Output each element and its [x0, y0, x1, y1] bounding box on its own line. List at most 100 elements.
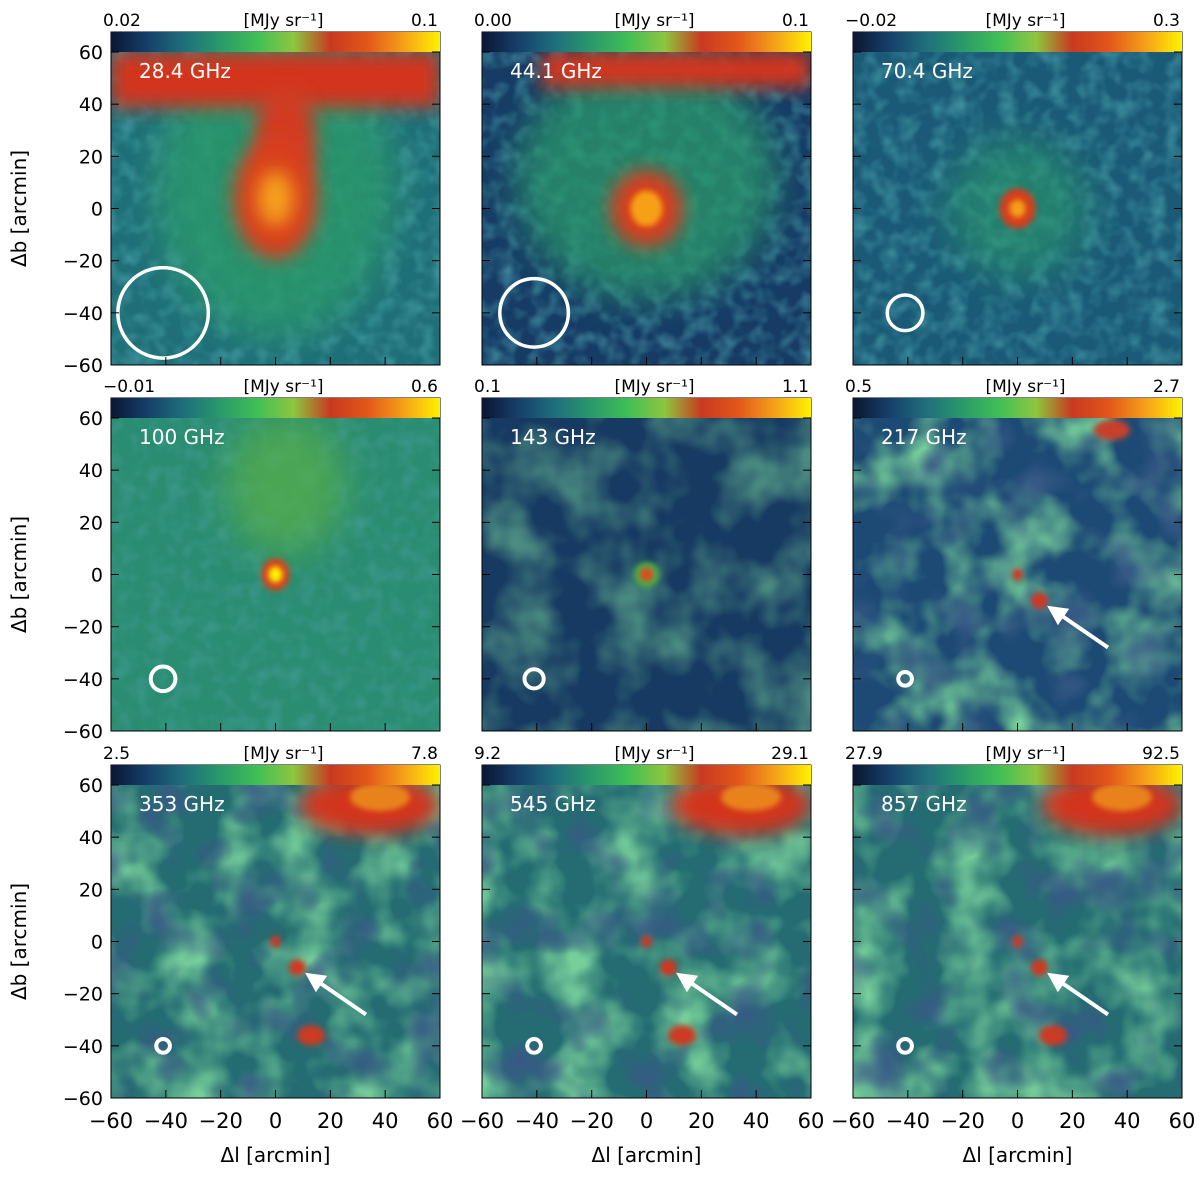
- y-tick-label: −20: [63, 617, 103, 639]
- map-image: [482, 765, 811, 1098]
- frequency-label: 353 GHz: [139, 792, 225, 816]
- map-image: [853, 765, 1182, 1098]
- y-tick-label: −40: [63, 1036, 103, 1058]
- beam-circle: [522, 667, 546, 691]
- y-tick-label: −20: [63, 984, 103, 1006]
- x-tick-label: −60: [89, 1109, 133, 1133]
- x-tick-label: −40: [515, 1109, 559, 1133]
- x-tick-label: 0: [640, 1109, 653, 1133]
- colorbar-max-label: 7.8: [411, 744, 438, 764]
- map-panel: 2.5 [MJy sr⁻¹] 7.8 353 GHz: [103, 744, 441, 1099]
- colorbar-min-label: 2.5: [103, 744, 130, 764]
- y-tick-label: 0: [91, 199, 103, 221]
- colorbar-unit-label: [MJy sr⁻¹]: [614, 377, 694, 397]
- y-tick-label: −60: [63, 721, 103, 743]
- colorbar-min-label: −0.02: [845, 11, 897, 31]
- frequency-label: 143 GHz: [510, 425, 596, 449]
- y-tick-label: 60: [79, 42, 103, 64]
- y-tick-label: −40: [63, 669, 103, 691]
- y-tick-label: 20: [79, 512, 103, 534]
- map-panel: 0.1 [MJy sr⁻¹] 1.1 143 GHz: [474, 377, 812, 732]
- x-axis-label: Δl [arcmin]: [592, 1143, 702, 1167]
- frequency-label: 545 GHz: [510, 792, 596, 816]
- colorbar-min-label: 0.5: [845, 377, 872, 397]
- colorbar-unit-label: [MJy sr⁻¹]: [243, 377, 323, 397]
- source-arrow: [676, 972, 739, 1017]
- map-panel: 9.2 [MJy sr⁻¹] 29.1 545 GHz: [474, 744, 812, 1099]
- map-image: [111, 398, 440, 731]
- beam-circle: [896, 1036, 914, 1055]
- colorbar-max-label: 0.6: [411, 377, 438, 397]
- beam-circle: [148, 664, 178, 694]
- x-tick-label: 60: [1169, 1109, 1196, 1133]
- map-image: [482, 398, 811, 731]
- y-tick-label: 40: [79, 94, 103, 116]
- x-axis-label: Δl [arcmin]: [221, 1143, 331, 1167]
- color-bar: [482, 398, 811, 418]
- y-tick-label: 20: [79, 146, 103, 168]
- map-panel: −0.01 [MJy sr⁻¹] 0.6 100 GHz: [103, 377, 441, 732]
- colorbar-min-label: 27.9: [845, 744, 883, 764]
- map-panel: 0.5 [MJy sr⁻¹] 2.7 217 GHz: [845, 377, 1183, 732]
- x-tick-label: −60: [460, 1109, 504, 1133]
- frequency-label: 70.4 GHz: [881, 59, 973, 83]
- colorbar-unit-label: [MJy sr⁻¹]: [985, 11, 1065, 31]
- color-bar: [111, 398, 440, 418]
- axes-layer: −60 −40 −20 0 20 40 60 Δb [arcmin] −60 −40 −20 0 20 4…: [7, 42, 1195, 1167]
- colorbar-max-label: 92.5: [1142, 744, 1180, 764]
- colorbar-unit-label: [MJy sr⁻¹]: [614, 744, 694, 764]
- x-tick-label: −60: [831, 1109, 875, 1133]
- colorbar-unit-label: [MJy sr⁻¹]: [243, 744, 323, 764]
- x-tick-label: −40: [886, 1109, 930, 1133]
- y-tick-label: −60: [63, 355, 103, 377]
- x-tick-label: −20: [570, 1109, 614, 1133]
- x-tick-label: 0: [1011, 1109, 1024, 1133]
- beam-circle: [896, 669, 914, 688]
- color-bar: [111, 32, 440, 52]
- beam-circle: [154, 1036, 172, 1055]
- source-arrow: [305, 972, 368, 1017]
- x-tick-label: 40: [372, 1109, 399, 1133]
- colorbar-min-label: 9.2: [474, 744, 501, 764]
- y-tick-label: −60: [63, 1088, 103, 1110]
- color-bar: [482, 765, 811, 785]
- frequency-label: 857 GHz: [881, 792, 967, 816]
- y-tick-label: 60: [79, 775, 103, 797]
- y-tick-label: 20: [79, 879, 103, 901]
- x-tick-label: 60: [798, 1109, 825, 1133]
- colorbar-unit-label: [MJy sr⁻¹]: [614, 11, 694, 31]
- x-tick-label: −20: [199, 1109, 243, 1133]
- map-image: [853, 32, 1182, 365]
- x-tick-label: 0: [269, 1109, 282, 1133]
- frequency-label: 28.4 GHz: [139, 59, 231, 83]
- beam-circle: [885, 293, 925, 333]
- color-bar: [853, 398, 1182, 418]
- colorbar-min-label: −0.01: [103, 377, 155, 397]
- colorbar-max-label: 0.1: [411, 11, 438, 31]
- colorbar-min-label: 0.00: [474, 11, 512, 31]
- map-image: [482, 32, 811, 365]
- colorbar-unit-label: [MJy sr⁻¹]: [243, 11, 323, 31]
- x-tick-label: 60: [427, 1109, 454, 1133]
- colorbar-max-label: 1.1: [782, 377, 809, 397]
- y-tick-label: 40: [79, 460, 103, 482]
- frequency-label: 217 GHz: [881, 425, 967, 449]
- beam-circle: [525, 1036, 543, 1055]
- colorbar-max-label: 0.3: [1153, 11, 1180, 31]
- frequency-label: 100 GHz: [139, 425, 225, 449]
- x-tick-label: 40: [743, 1109, 770, 1133]
- y-axis-label: Δb [arcmin]: [7, 150, 31, 267]
- map-panel: 0.00 [MJy sr⁻¹] 0.1 44.1 GHz: [474, 11, 812, 366]
- y-axis-label: Δb [arcmin]: [7, 516, 31, 633]
- map-panel: −0.02 [MJy sr⁻¹] 0.3 70.4 GHz: [845, 11, 1183, 366]
- color-bar: [482, 32, 811, 52]
- color-bar: [853, 32, 1182, 52]
- map-panel: 27.9 [MJy sr⁻¹] 92.5 857 GHz: [845, 744, 1183, 1099]
- map-panel: 0.02 [MJy sr⁻¹] 0.1 28.4 GHz: [103, 11, 441, 366]
- x-tick-label: −40: [144, 1109, 188, 1133]
- x-tick-label: 20: [317, 1109, 344, 1133]
- map-image: [111, 32, 440, 365]
- colorbar-unit-label: [MJy sr⁻¹]: [985, 744, 1065, 764]
- x-axis-label: Δl [arcmin]: [963, 1143, 1073, 1167]
